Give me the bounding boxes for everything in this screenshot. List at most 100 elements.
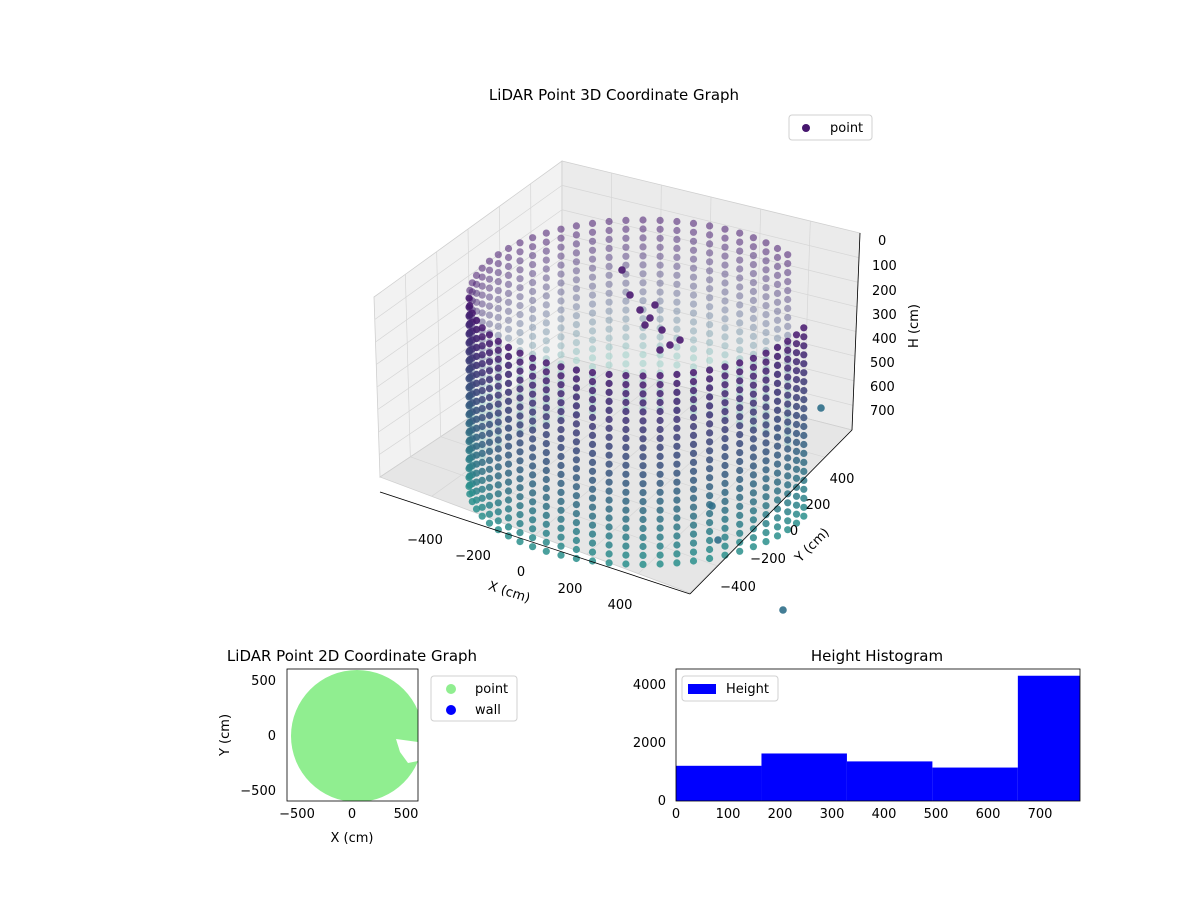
histogram-y-ticks: 0 2000 4000 (633, 678, 666, 809)
cylinder-point (736, 475, 744, 484)
cylinder-point (478, 494, 486, 502)
y-tick-label: 400 (830, 472, 855, 487)
x-axis-line (379, 491, 691, 595)
cylinder-point (494, 278, 502, 286)
cylinder-point (721, 342, 729, 350)
cylinder-point (773, 433, 782, 441)
cylinder-point (800, 396, 808, 404)
cylinder-point (656, 425, 664, 434)
cylinder-point (542, 529, 550, 537)
cylinder-point (494, 499, 502, 507)
cylinder-point (542, 283, 550, 291)
cylinder-point (639, 453, 647, 461)
cylinder-point (784, 278, 792, 286)
cylinder-point (749, 252, 758, 260)
cylinder-point (762, 412, 770, 420)
cylinder-point (485, 293, 494, 301)
cylinder-point (478, 405, 486, 413)
cylinder-point (529, 480, 537, 488)
cylinder-point (572, 384, 581, 392)
cylinder-point (784, 251, 792, 259)
cylinder-point (784, 295, 792, 304)
cylinder-point (721, 390, 729, 398)
cylinder-point (800, 333, 808, 341)
cylinder-point (736, 247, 744, 255)
cylinder-point (749, 305, 758, 314)
cylinder-point (504, 307, 513, 315)
cylinder-point (673, 289, 681, 297)
cylinder-point (689, 476, 698, 484)
cylinder-point (485, 447, 494, 455)
cylinder-point (689, 219, 698, 227)
cylinder-point (605, 388, 613, 396)
cylinder-point (689, 539, 698, 547)
cluster-point (651, 301, 659, 309)
cylinder-point (639, 498, 647, 506)
cylinder-point (689, 318, 698, 326)
cylinder-point (605, 559, 613, 567)
cylinder-point (504, 487, 513, 495)
cylinder-point (673, 505, 681, 513)
cylinder-point (749, 507, 758, 515)
cylinder-point (736, 346, 744, 354)
hist-x-tick-label: 400 (872, 807, 897, 822)
cluster-point (666, 341, 674, 349)
cylinder-point (721, 261, 729, 269)
hist-x-tick-label: 600 (976, 807, 1001, 822)
cluster-point (676, 336, 684, 344)
cylinder-point (622, 333, 630, 341)
cylinder-point (706, 347, 714, 356)
cylinder-point (465, 357, 473, 365)
cylinder-point (542, 386, 550, 394)
cylinder-point (721, 426, 729, 434)
cylinder-point (706, 249, 714, 257)
cluster-point (658, 326, 666, 334)
z-axis-label: H (cm) (907, 304, 922, 348)
cylinder-point (516, 448, 524, 456)
cylinder-point (689, 503, 698, 511)
cylinder-point (656, 443, 664, 451)
cylinder-point (485, 465, 494, 473)
cylinder-point (800, 494, 808, 502)
cylinder-point (792, 519, 801, 527)
cylinder-point (494, 490, 502, 498)
cylinder-point (557, 252, 565, 260)
cylinder-point (529, 314, 537, 322)
cylinder-point (656, 279, 664, 287)
cylinder-point (736, 440, 744, 448)
cylinder-point (689, 422, 698, 431)
cylinder-point (773, 307, 782, 315)
cylinder-point (749, 435, 758, 443)
cylinder-point (656, 488, 664, 496)
cylinder-point (605, 505, 613, 513)
cylinder-point (494, 251, 502, 259)
z-tick-label: 0 (878, 234, 886, 249)
cylinder-point (516, 257, 524, 265)
cylinder-point (542, 413, 550, 421)
cylinder-point (673, 226, 681, 235)
cylinder-point (773, 298, 782, 306)
cylinder-point (673, 541, 681, 549)
cylinder-point (706, 545, 714, 554)
cylinder-point (542, 328, 550, 336)
cylinder-point (784, 346, 792, 354)
cylinder-point (529, 341, 537, 349)
cylinder-point (557, 542, 565, 550)
cylinder-point (504, 280, 513, 288)
cylinder-point (721, 470, 729, 478)
cylinder-point (792, 411, 801, 420)
cylinder-point (504, 451, 513, 459)
cylinder-point (478, 324, 486, 332)
plot-2d-border (286, 668, 419, 802)
cylinder-point (721, 381, 729, 389)
cylinder-point (529, 408, 537, 416)
cylinder-point (572, 411, 581, 419)
cylinder-point (639, 533, 647, 542)
cylinder-point (784, 391, 792, 399)
cylinder-point (542, 292, 550, 300)
cylinder-point (784, 373, 792, 381)
cylinder-point (588, 354, 597, 362)
cylinder-point (605, 397, 613, 405)
cylinder-point (706, 366, 714, 374)
